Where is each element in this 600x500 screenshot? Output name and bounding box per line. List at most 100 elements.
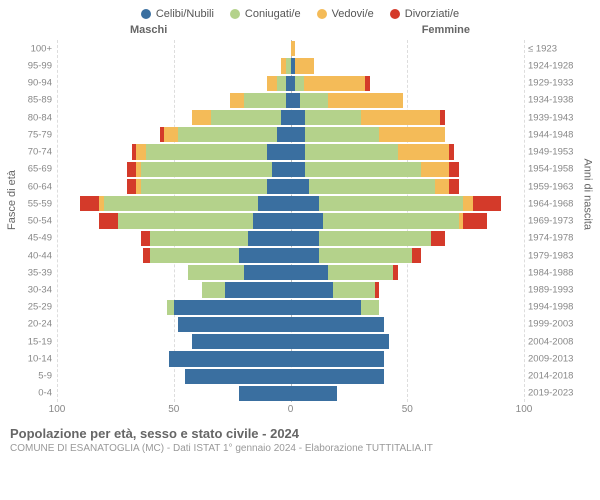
bar-segment (379, 127, 444, 142)
male-bar (57, 162, 291, 177)
x-axis: 10050050100 (57, 404, 524, 420)
male-bar (57, 196, 291, 211)
bar-segment (300, 93, 328, 108)
age-label: 50-54 (10, 216, 52, 227)
bar-segment (291, 351, 384, 366)
age-row: 55-591964-1968 (57, 195, 524, 212)
male-bar (57, 144, 291, 159)
bar-segment (141, 179, 267, 194)
bar-segment (291, 93, 300, 108)
bar-segment (248, 231, 290, 246)
footer: Popolazione per età, sesso e stato civil… (10, 426, 590, 454)
age-row: 95-991924-1928 (57, 57, 524, 74)
x-tick-label: 50 (168, 404, 179, 415)
age-row: 5-92014-2018 (57, 368, 524, 385)
header-female: Femmine (422, 24, 470, 36)
birth-year-label: 1969-1973 (528, 216, 590, 227)
bar-segment (309, 179, 435, 194)
age-label: 20-24 (10, 319, 52, 330)
gridline (524, 40, 525, 402)
bar-segment (328, 93, 403, 108)
age-label: 35-39 (10, 267, 52, 278)
bar-segment (267, 76, 276, 91)
age-row: 65-691954-1958 (57, 161, 524, 178)
bar-segment (244, 265, 291, 280)
bar-segment (253, 213, 290, 228)
birth-year-label: 1934-1938 (528, 95, 590, 106)
male-bar (57, 265, 291, 280)
birth-year-label: 2019-2023 (528, 388, 590, 399)
bar-segment (141, 231, 150, 246)
age-label: 15-19 (10, 336, 52, 347)
bar-segment (239, 248, 290, 263)
male-bar (57, 93, 291, 108)
bar-segment (225, 282, 290, 297)
female-bar (291, 386, 525, 401)
bar-segment (277, 76, 286, 91)
female-bar (291, 76, 525, 91)
birth-year-label: 1964-1968 (528, 198, 590, 209)
age-row: 30-341989-1993 (57, 281, 524, 298)
bar-segment (291, 196, 319, 211)
bar-segment (291, 41, 296, 56)
age-row: 50-541969-1973 (57, 212, 524, 229)
legend-dot-icon (230, 9, 240, 19)
birth-year-label: 1959-1963 (528, 181, 590, 192)
age-row: 100+≤ 1923 (57, 40, 524, 57)
age-label: 90-94 (10, 78, 52, 89)
female-bar (291, 196, 525, 211)
bar-segment (239, 386, 290, 401)
male-bar (57, 369, 291, 384)
bar-segment (146, 144, 267, 159)
age-row: 15-192004-2008 (57, 333, 524, 350)
bar-segment (291, 334, 389, 349)
bar-segment (305, 144, 398, 159)
age-label: 10-14 (10, 353, 52, 364)
female-bar (291, 127, 525, 142)
male-bar (57, 213, 291, 228)
bar-segment (211, 110, 281, 125)
birth-year-label: 1929-1933 (528, 78, 590, 89)
bar-segment (291, 317, 384, 332)
bar-segment (291, 369, 384, 384)
bar-segment (295, 58, 314, 73)
female-bar (291, 58, 525, 73)
bar-segment (291, 144, 305, 159)
legend-dot-icon (390, 9, 400, 19)
age-row: 0-42019-2023 (57, 385, 524, 402)
male-bar (57, 179, 291, 194)
age-label: 60-64 (10, 181, 52, 192)
bar-segment (258, 196, 291, 211)
bar-segment (150, 248, 239, 263)
birth-year-label: 1984-1988 (528, 267, 590, 278)
birth-year-label: 1979-1983 (528, 250, 590, 261)
bar-segment (291, 248, 319, 263)
age-label: 40-44 (10, 250, 52, 261)
header-male: Maschi (130, 24, 167, 36)
birth-year-label: 2014-2018 (528, 371, 590, 382)
age-label: 0-4 (10, 388, 52, 399)
legend-label: Coniugati/e (245, 8, 301, 20)
bar-segment (393, 265, 398, 280)
bar-segment (80, 196, 99, 211)
bar-segment (230, 93, 244, 108)
legend-item: Vedovi/e (317, 8, 374, 20)
bar-segment (333, 282, 375, 297)
bar-segment (291, 162, 305, 177)
age-row: 70-741949-1953 (57, 143, 524, 160)
male-bar (57, 248, 291, 263)
birth-year-label: 1974-1978 (528, 233, 590, 244)
birth-year-label: 1954-1958 (528, 164, 590, 175)
birth-year-label: 1949-1953 (528, 147, 590, 158)
female-bar (291, 248, 525, 263)
bar-segment (164, 127, 178, 142)
male-bar (57, 231, 291, 246)
male-bar (57, 41, 291, 56)
age-row: 20-241999-2003 (57, 316, 524, 333)
birth-year-label: 1924-1928 (528, 60, 590, 71)
bar-segment (127, 162, 136, 177)
legend-item: Divorziati/e (390, 8, 459, 20)
bar-segment (463, 196, 472, 211)
bar-segment (104, 196, 258, 211)
bar-segment (136, 144, 145, 159)
